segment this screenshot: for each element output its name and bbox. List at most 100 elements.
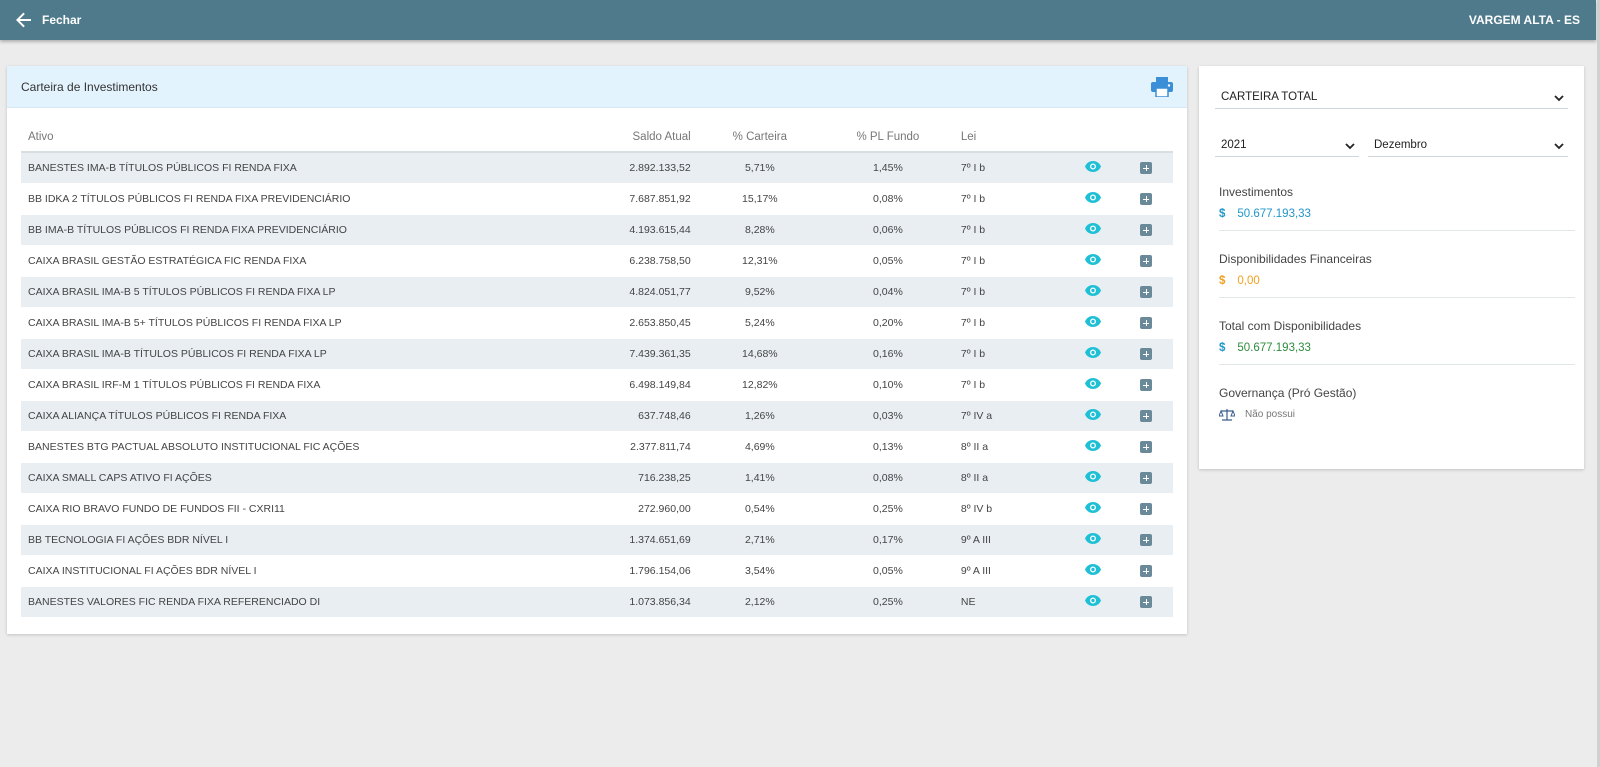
plus-square-icon[interactable] <box>1140 348 1153 361</box>
close-label: Fechar <box>42 13 82 27</box>
plus-square-icon[interactable] <box>1140 472 1153 485</box>
eye-icon[interactable] <box>1084 192 1101 206</box>
governanca-label: Governança (Pró Gestão) <box>1219 386 1357 400</box>
eye-icon[interactable] <box>1084 161 1101 175</box>
eye-icon[interactable] <box>1084 471 1101 485</box>
cell-view <box>1066 152 1120 184</box>
cell-lei: 8º IV b <box>953 493 1067 525</box>
cell-ativo: BB IMA-B TÍTULOS PÚBLICOS FI RENDA FIXA … <box>21 214 590 246</box>
cell-pl-fundo: 0,03% <box>821 400 954 432</box>
cell-carteira: 3,54% <box>697 555 822 587</box>
year-select[interactable]: 2021 <box>1215 130 1359 157</box>
divider <box>1219 230 1575 231</box>
cell-saldo: 716.238,25 <box>589 462 698 494</box>
eye-icon[interactable] <box>1084 378 1101 392</box>
table-row: CAIXA BRASIL IRF-M 1 TÍTULOS PÚBLICOS FI… <box>21 369 1173 401</box>
cell-lei: 7º I b <box>953 338 1067 370</box>
currency-symbol: $ <box>1219 208 1226 220</box>
plus-square-icon[interactable] <box>1140 565 1153 578</box>
table-row: CAIXA INSTITUCIONAL FI AÇÕES BDR NÍVEL I… <box>21 555 1173 587</box>
print-button[interactable] <box>1151 76 1173 97</box>
cell-pl-fundo: 1,45% <box>821 152 954 184</box>
plus-square-icon[interactable] <box>1140 441 1153 454</box>
plus-square-icon[interactable] <box>1140 379 1153 392</box>
cell-lei: 7º I b <box>953 183 1067 215</box>
cell-add <box>1119 245 1173 277</box>
cell-pl-fundo: 0,20% <box>821 307 954 339</box>
cell-add <box>1119 586 1173 618</box>
investimentos-value: 50.677.193,33 <box>1237 208 1311 220</box>
governanca-value-row: Não possui <box>1219 408 1295 421</box>
cell-ativo: CAIXA INSTITUCIONAL FI AÇÕES BDR NÍVEL I <box>21 555 590 587</box>
column-header-carteira[interactable]: % Carteira <box>697 123 822 153</box>
divider <box>1219 364 1575 365</box>
plus-square-icon[interactable] <box>1140 193 1153 206</box>
cell-ativo: CAIXA BRASIL GESTÃO ESTRATÉGICA FIC REND… <box>21 245 590 277</box>
table-row: CAIXA RIO BRAVO FUNDO DE FUNDOS FII - CX… <box>21 493 1173 525</box>
cell-carteira: 2,12% <box>697 586 822 618</box>
eye-icon[interactable] <box>1084 502 1101 516</box>
cell-saldo: 2.653.850,45 <box>589 307 698 339</box>
plus-square-icon[interactable] <box>1140 286 1153 299</box>
balance-scale-icon <box>1219 409 1235 421</box>
table-row: BB TECNOLOGIA FI AÇÕES BDR NÍVEL I 1.374.… <box>21 524 1173 556</box>
summary-card: CARTEIRA TOTAL 2021 Dezembro Investiment… <box>1199 66 1584 469</box>
plus-square-icon[interactable] <box>1140 410 1153 423</box>
eye-icon[interactable] <box>1084 316 1101 330</box>
column-header-ativo[interactable]: Ativo <box>21 123 590 153</box>
cell-view <box>1066 431 1120 463</box>
cell-add <box>1119 183 1173 215</box>
plus-square-icon[interactable] <box>1140 255 1153 268</box>
eye-icon[interactable] <box>1084 440 1101 454</box>
plus-square-icon[interactable] <box>1140 317 1153 330</box>
cell-saldo: 6.238.758,50 <box>589 245 698 277</box>
plus-square-icon[interactable] <box>1140 534 1153 547</box>
cell-view <box>1066 400 1120 432</box>
cell-carteira: 12,82% <box>697 369 822 401</box>
cell-carteira: 5,71% <box>697 152 822 184</box>
cell-lei: 7º I b <box>953 245 1067 277</box>
municipality-label: VARGEM ALTA - ES <box>1468 13 1580 27</box>
cell-add <box>1119 493 1173 525</box>
cell-saldo: 2.377.811,74 <box>589 431 698 463</box>
column-header-lei[interactable]: Lei <box>953 123 1067 153</box>
column-header-saldo[interactable]: Saldo Atual <box>589 123 698 153</box>
plus-square-icon[interactable] <box>1140 596 1153 609</box>
cell-lei: 8º II a <box>953 431 1067 463</box>
arrow-left-icon <box>16 12 31 28</box>
eye-icon[interactable] <box>1084 533 1101 547</box>
eye-icon[interactable] <box>1084 347 1101 361</box>
cell-carteira: 2,71% <box>697 524 822 556</box>
cell-pl-fundo: 0,13% <box>821 431 954 463</box>
cell-add <box>1119 307 1173 339</box>
cell-view <box>1066 369 1120 401</box>
month-select[interactable]: Dezembro <box>1368 130 1568 157</box>
cell-saldo: 1.796.154,06 <box>589 555 698 587</box>
close-button[interactable]: Fechar <box>16 12 81 28</box>
column-header-pl-fundo[interactable]: % PL Fundo <box>821 123 954 153</box>
cell-lei: NE <box>953 586 1067 618</box>
month-select-value: Dezembro <box>1374 139 1428 151</box>
scrollbar[interactable] <box>1597 0 1600 767</box>
portfolio-select[interactable]: CARTEIRA TOTAL <box>1215 82 1568 109</box>
plus-square-icon[interactable] <box>1140 224 1153 237</box>
eye-icon[interactable] <box>1084 285 1101 299</box>
eye-icon[interactable] <box>1084 595 1101 609</box>
cell-view <box>1066 245 1120 277</box>
eye-icon[interactable] <box>1084 564 1101 578</box>
cell-view <box>1066 276 1120 308</box>
cell-saldo: 637.748,46 <box>589 400 698 432</box>
plus-square-icon[interactable] <box>1140 503 1153 516</box>
table-row: CAIXA BRASIL IMA-B 5 TÍTULOS PÚBLICOS FI… <box>21 276 1173 308</box>
cell-ativo: BANESTES IMA-B TÍTULOS PÚBLICOS FI RENDA… <box>21 152 590 184</box>
cell-view <box>1066 214 1120 246</box>
plus-square-icon[interactable] <box>1140 162 1153 175</box>
eye-icon[interactable] <box>1084 409 1101 423</box>
cell-lei: 8º II a <box>953 462 1067 494</box>
eye-icon[interactable] <box>1084 223 1101 237</box>
portfolio-card: Carteira de Investimentos Ativo Saldo At… <box>7 66 1187 634</box>
eye-icon[interactable] <box>1084 254 1101 268</box>
disponibilidades-value: 0,00 <box>1237 275 1260 287</box>
cell-view <box>1066 555 1120 587</box>
total-value: 50.677.193,33 <box>1237 342 1311 354</box>
